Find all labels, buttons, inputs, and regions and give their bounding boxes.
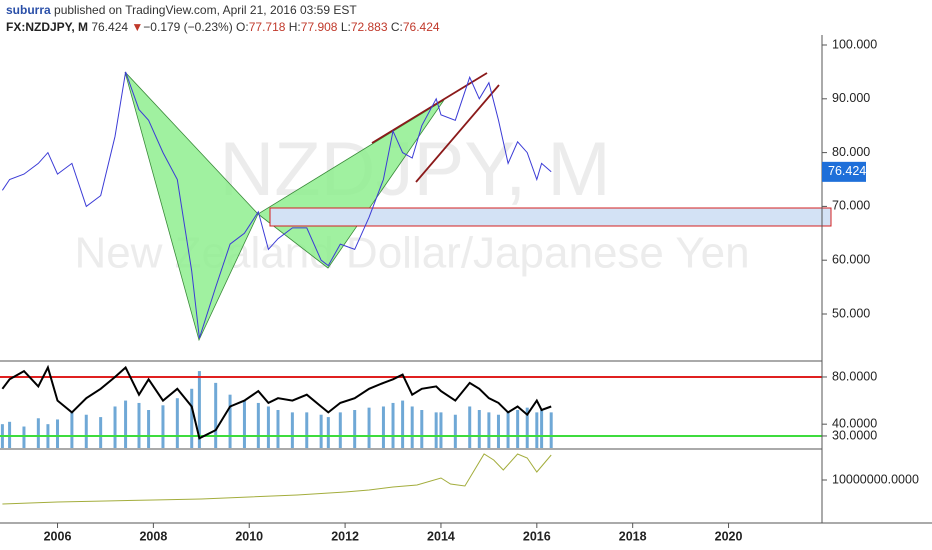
volume-bar <box>506 412 510 448</box>
volume-bar <box>516 410 520 448</box>
volume-bar <box>99 417 103 448</box>
ohlc-value: 76.424 <box>402 20 440 34</box>
ohlc-value: 77.718 <box>248 20 286 34</box>
ohlc-label: O: <box>236 20 249 34</box>
published: published on TradingView.com, April 21, … <box>54 3 357 17</box>
y-tick-label: 80.000 <box>832 145 870 159</box>
ohlc-label: C: <box>390 20 403 34</box>
volume-bar <box>381 406 385 448</box>
volume-bar <box>353 410 357 448</box>
volume-bar <box>319 414 323 448</box>
y-tick-label: 100.000 <box>832 37 877 51</box>
volume-bar <box>535 412 539 448</box>
volume-bar <box>276 410 280 448</box>
last-price-box <box>822 161 866 182</box>
volume-bar <box>496 414 500 448</box>
x-tick-label: 2014 <box>427 529 455 543</box>
y-tick-label: 90.000 <box>832 91 870 105</box>
series-layer <box>0 71 822 505</box>
trend-line <box>371 72 488 144</box>
volume-bar <box>242 400 246 448</box>
volume-bar <box>228 394 232 448</box>
volume-bar <box>401 400 405 448</box>
volume-bar <box>305 412 309 448</box>
y-tick-label: 60.000 <box>832 252 870 266</box>
volume-bar <box>540 410 544 448</box>
pattern-leg <box>124 71 259 342</box>
price: 76.424 <box>91 20 129 34</box>
volume-bar <box>434 412 438 448</box>
volume-bar <box>124 400 128 448</box>
volume-bar <box>549 412 553 448</box>
last-price-label: 76.424 <box>828 164 866 178</box>
volume-bar <box>367 407 371 448</box>
volume-bar <box>338 412 342 448</box>
series-line <box>1 71 552 339</box>
arrow: ▼ <box>131 20 144 34</box>
volume-bar <box>190 388 194 448</box>
change: −0.179 (−0.23%) <box>143 20 233 34</box>
publish-line: suburra published on TradingView.com, Ap… <box>6 2 440 19</box>
volume-bar <box>326 417 330 448</box>
oscillator-line <box>1 364 552 440</box>
volume-bar <box>84 414 88 448</box>
volume-bar <box>453 414 457 448</box>
volume-bar <box>137 402 141 448</box>
ohlc-label: L: <box>340 20 351 34</box>
symbol-line: FX:NZDJPY, M 76.424 ▼−0.179 (−0.23%) O:7… <box>6 19 440 36</box>
x-tick-label: 2006 <box>44 529 72 543</box>
zone <box>269 207 832 227</box>
y-tick-label: 30.0000 <box>832 428 877 442</box>
volume-bar <box>197 371 201 448</box>
x-tick-label: 2020 <box>715 529 743 543</box>
volume-bar <box>56 419 60 448</box>
volume-bar <box>439 412 443 448</box>
volume-bar <box>147 410 151 448</box>
volume-bar <box>256 402 260 448</box>
header: suburra published on TradingView.com, Ap… <box>6 2 440 36</box>
volume-bar <box>391 402 395 448</box>
trend-line <box>415 84 500 183</box>
volume-bar <box>8 421 12 448</box>
volume-bar <box>214 382 218 448</box>
x-tick-label: 2010 <box>235 529 263 543</box>
y-tick-label: 80.0000 <box>832 369 877 383</box>
volume-bar <box>410 406 414 448</box>
ohlc-label: H: <box>288 20 301 34</box>
volume-bar <box>477 410 481 448</box>
x-tick-label: 2018 <box>619 529 647 543</box>
y-tick-label: 40.0000 <box>832 416 877 430</box>
y-tick-label: 50.000 <box>832 306 870 320</box>
x-tick-label: 2008 <box>139 529 167 543</box>
volume-bar <box>175 398 179 448</box>
ohlc-value: 72.883 <box>350 20 388 34</box>
x-tick-label: 2016 <box>523 529 551 543</box>
series-line <box>2 453 552 505</box>
volume-bar <box>487 412 491 448</box>
symbol: FX:NZDJPY, M <box>6 20 89 34</box>
volume-bar <box>290 412 294 448</box>
ohlc-value: 77.908 <box>300 20 338 34</box>
volume-bar <box>70 412 74 448</box>
volume-bar <box>266 406 270 448</box>
volume-bar <box>525 407 529 448</box>
volume-bar <box>113 406 117 448</box>
volume-bar <box>22 426 26 448</box>
x-tick-label: 2012 <box>331 529 359 543</box>
y-tick-label: 70.000 <box>832 199 870 213</box>
y-tick-label: 10000000.0000 <box>832 472 919 486</box>
volume-bar <box>36 418 40 448</box>
volume-bar <box>161 405 165 448</box>
volume-bar <box>468 406 472 448</box>
ohlc: O:77.718 H:77.908 L:72.883 C:76.424 <box>236 20 440 34</box>
volume-bar <box>420 410 424 448</box>
user[interactable]: suburra <box>6 3 51 17</box>
